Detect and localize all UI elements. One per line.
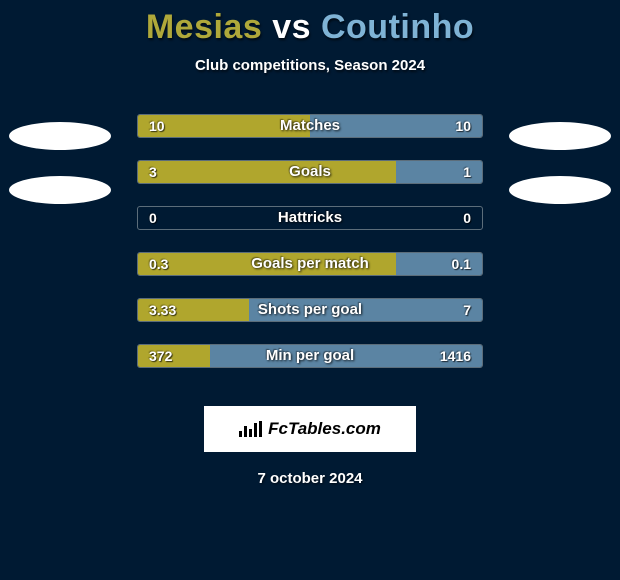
player1-name: Mesias bbox=[146, 8, 262, 46]
bar-segment-player1 bbox=[138, 253, 396, 275]
bar-segment-player2 bbox=[249, 299, 482, 321]
subtitle: Club competitions, Season 2024 bbox=[0, 57, 620, 74]
bar-track bbox=[137, 206, 483, 230]
vs-label: vs bbox=[272, 8, 311, 46]
brand-badge: FcTables.com bbox=[204, 406, 416, 452]
stat-row: 3.337Shots per goal bbox=[0, 298, 620, 344]
stat-row: 00Hattricks bbox=[0, 206, 620, 252]
stat-value-player2: 1 bbox=[459, 160, 483, 184]
player2-photo-placeholder-1 bbox=[509, 122, 611, 150]
stat-row: 0.30.1Goals per match bbox=[0, 252, 620, 298]
stat-value-player1: 372 bbox=[137, 344, 176, 368]
stat-value-player1: 3 bbox=[137, 160, 161, 184]
bar-track bbox=[137, 344, 483, 368]
page-title: Mesias vs Coutinho bbox=[0, 0, 620, 47]
player2-name: Coutinho bbox=[321, 8, 474, 46]
stat-value-player1: 3.33 bbox=[137, 298, 180, 322]
stat-value-player1: 10 bbox=[137, 114, 169, 138]
player2-photo-placeholder-2 bbox=[509, 176, 611, 204]
stats-container: 1010Matches31Goals00Hattricks0.30.1Goals… bbox=[0, 114, 620, 390]
bar-track bbox=[137, 298, 483, 322]
stat-value-player2: 10 bbox=[451, 114, 483, 138]
comparison-card: Mesias vs Coutinho Club competitions, Se… bbox=[0, 0, 620, 580]
stat-value-player2: 7 bbox=[459, 298, 483, 322]
date-label: 7 october 2024 bbox=[0, 470, 620, 487]
stat-value-player1: 0.3 bbox=[137, 252, 172, 276]
chart-icon bbox=[239, 421, 262, 437]
stat-value-player2: 0.1 bbox=[448, 252, 483, 276]
stat-value-player2: 0 bbox=[459, 206, 483, 230]
brand-text: FcTables.com bbox=[268, 419, 381, 439]
bar-track bbox=[137, 252, 483, 276]
player1-photo-placeholder-2 bbox=[9, 176, 111, 204]
bar-track bbox=[137, 160, 483, 184]
bar-track bbox=[137, 114, 483, 138]
stat-value-player1: 0 bbox=[137, 206, 161, 230]
stat-value-player2: 1416 bbox=[436, 344, 483, 368]
player1-photo-placeholder-1 bbox=[9, 122, 111, 150]
stat-row: 3721416Min per goal bbox=[0, 344, 620, 390]
bar-segment-player1 bbox=[138, 161, 396, 183]
